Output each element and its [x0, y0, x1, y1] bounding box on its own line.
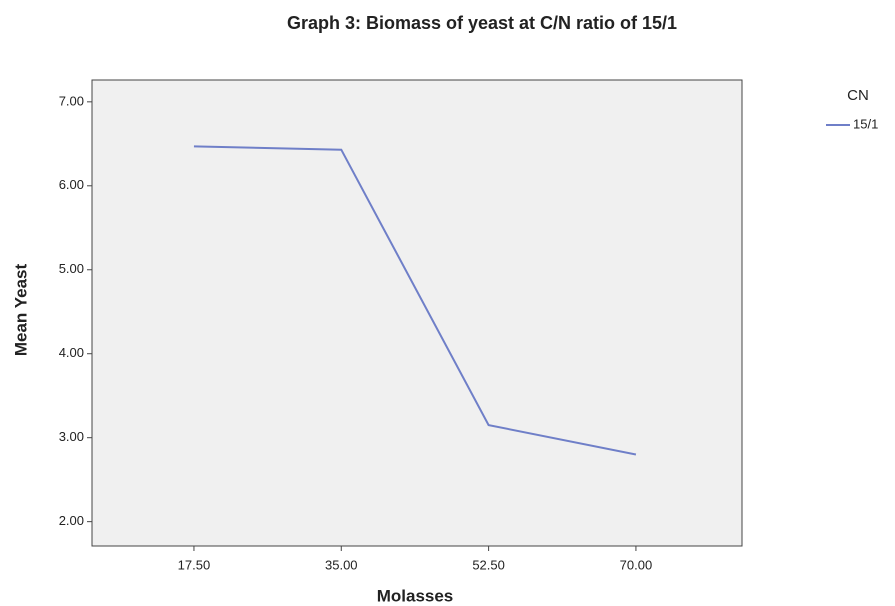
x-tick-label: 17.50: [178, 557, 211, 572]
plot-area: [91, 79, 743, 547]
x-tick-label: 52.50: [472, 557, 505, 572]
legend-title: CN: [847, 87, 869, 104]
x-tick-label: 35.00: [325, 557, 358, 572]
y-tick-label: 5.00: [59, 261, 84, 276]
chart-title: Graph 3: Biomass of yeast at C/N ratio o…: [287, 13, 677, 33]
y-tick-label: 3.00: [59, 429, 84, 444]
x-tick-label: 70.00: [620, 557, 653, 572]
y-axis-label: Mean Yeast: [11, 264, 30, 357]
y-tick-label: 4.00: [59, 345, 84, 360]
x-axis-label: Molasses: [377, 586, 454, 605]
y-tick-label: 7.00: [59, 93, 84, 108]
y-tick-label: 2.00: [59, 513, 84, 528]
line-series: [193, 145, 637, 456]
y-tick-label: 6.00: [59, 177, 84, 192]
legend-label: 15/1: [853, 116, 878, 131]
